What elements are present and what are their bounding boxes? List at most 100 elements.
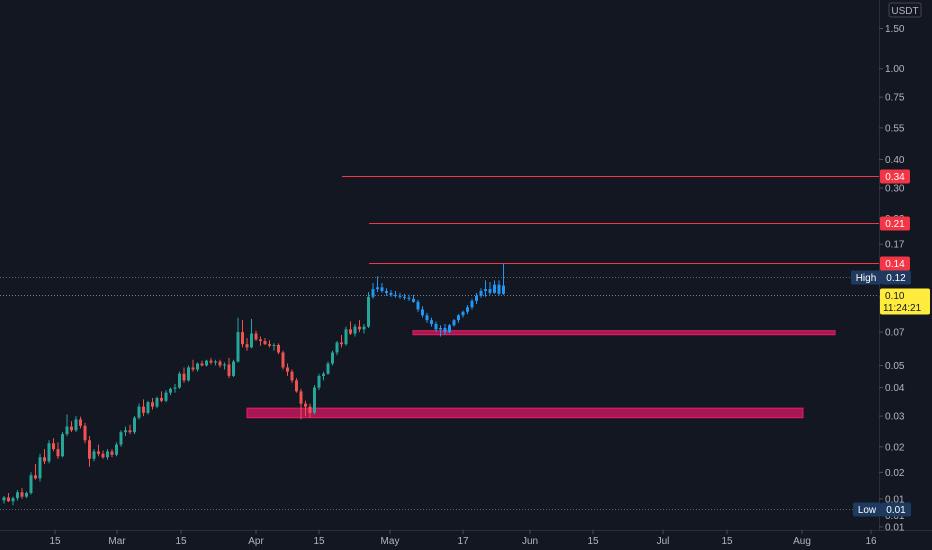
- candle-body[interactable]: [254, 333, 258, 340]
- candle-body[interactable]: [322, 373, 325, 376]
- candle-body[interactable]: [344, 329, 348, 345]
- candle-body[interactable]: [259, 339, 262, 342]
- candle-body[interactable]: [398, 295, 402, 297]
- support-zones[interactable]: [246, 330, 836, 419]
- candle-body[interactable]: [385, 291, 388, 293]
- candle-body[interactable]: [52, 443, 55, 450]
- candle-body[interactable]: [218, 361, 222, 366]
- candle-body[interactable]: [11, 498, 15, 502]
- candle-body[interactable]: [299, 391, 303, 404]
- candle-body[interactable]: [367, 296, 370, 327]
- candle-body[interactable]: [421, 309, 424, 316]
- candle-body[interactable]: [443, 327, 447, 333]
- candle-body[interactable]: [493, 284, 496, 293]
- candle-body[interactable]: [457, 315, 460, 321]
- candle-body[interactable]: [371, 289, 375, 297]
- candle-body[interactable]: [83, 425, 87, 441]
- candle-body[interactable]: [475, 295, 478, 301]
- candle-body[interactable]: [268, 344, 271, 346]
- candle-body[interactable]: [92, 451, 96, 459]
- candle-body[interactable]: [209, 360, 213, 363]
- candle-body[interactable]: [389, 292, 393, 295]
- candle-body[interactable]: [466, 307, 469, 312]
- candle-body[interactable]: [425, 315, 429, 321]
- candle-body[interactable]: [25, 493, 28, 497]
- support-zone[interactable]: [412, 330, 836, 336]
- candle-body[interactable]: [232, 361, 235, 376]
- candle-body[interactable]: [182, 373, 186, 381]
- candle-body[interactable]: [178, 373, 181, 388]
- candle-body[interactable]: [497, 284, 501, 294]
- candle-body[interactable]: [349, 329, 352, 334]
- candle-body[interactable]: [119, 432, 123, 445]
- candle-body[interactable]: [308, 406, 312, 413]
- candle-body[interactable]: [227, 364, 231, 376]
- candle-body[interactable]: [313, 387, 316, 413]
- candle-body[interactable]: [281, 352, 285, 368]
- candle-body[interactable]: [70, 426, 73, 431]
- candle-body[interactable]: [214, 361, 217, 363]
- candle-body[interactable]: [326, 363, 330, 374]
- candle-body[interactable]: [20, 492, 24, 497]
- candle-body[interactable]: [277, 344, 280, 353]
- support-zone[interactable]: [246, 407, 804, 419]
- candle-body[interactable]: [151, 402, 154, 407]
- candle-body[interactable]: [164, 392, 168, 401]
- candle-body[interactable]: [133, 417, 136, 433]
- candle-body[interactable]: [394, 294, 397, 296]
- candle-body[interactable]: [106, 451, 109, 458]
- candle-body[interactable]: [403, 296, 406, 298]
- candle-body[interactable]: [263, 341, 267, 345]
- candle-body[interactable]: [137, 406, 141, 418]
- candle-body[interactable]: [56, 449, 60, 457]
- candle-body[interactable]: [236, 332, 240, 362]
- candle-body[interactable]: [196, 363, 199, 370]
- candle-body[interactable]: [115, 444, 118, 455]
- candle-body[interactable]: [16, 492, 19, 499]
- candle-body[interactable]: [61, 434, 64, 457]
- candle-body[interactable]: [187, 367, 190, 381]
- candle-body[interactable]: [434, 323, 438, 330]
- candle-body[interactable]: [376, 287, 379, 290]
- candle-body[interactable]: [173, 387, 177, 389]
- candle-body[interactable]: [317, 375, 321, 388]
- candle-body[interactable]: [38, 457, 42, 479]
- candle-body[interactable]: [479, 291, 483, 296]
- candle-body[interactable]: [88, 440, 91, 459]
- candle-body[interactable]: [335, 342, 339, 353]
- candle-body[interactable]: [461, 311, 465, 316]
- candle-body[interactable]: [448, 325, 451, 333]
- candle-body[interactable]: [331, 352, 334, 364]
- time-axis[interactable]: 15 Mar 15 Apr 15 May 17 Jun 15 Jul 15 Aug 16: [49, 530, 877, 547]
- candle-body[interactable]: [124, 430, 127, 433]
- candle-body[interactable]: [340, 342, 343, 345]
- candle-body[interactable]: [430, 320, 433, 324]
- candle-body[interactable]: [358, 326, 361, 330]
- candle-body[interactable]: [295, 380, 298, 392]
- candle-body[interactable]: [362, 326, 366, 330]
- candle-body[interactable]: [169, 388, 172, 393]
- candle-body[interactable]: [439, 327, 442, 330]
- candle-body[interactable]: [272, 344, 276, 346]
- candle-body[interactable]: [223, 364, 226, 366]
- candle-body[interactable]: [110, 451, 114, 455]
- candle-body[interactable]: [304, 403, 307, 407]
- candle-body[interactable]: [97, 451, 100, 454]
- candle-body[interactable]: [155, 398, 159, 407]
- candlestick-series[interactable]: [2, 263, 506, 506]
- candle-body[interactable]: [407, 297, 411, 299]
- candle-body[interactable]: [416, 301, 420, 310]
- candle-body[interactable]: [205, 360, 208, 366]
- candle-body[interactable]: [128, 430, 132, 433]
- currency-label[interactable]: USDT: [888, 2, 922, 18]
- candle-body[interactable]: [191, 367, 195, 370]
- candle-body[interactable]: [34, 475, 37, 479]
- candle-body[interactable]: [241, 332, 244, 345]
- candle-body[interactable]: [43, 457, 46, 462]
- candle-body[interactable]: [65, 426, 69, 435]
- candle-body[interactable]: [2, 497, 6, 501]
- candle-body[interactable]: [452, 320, 456, 326]
- candle-body[interactable]: [74, 419, 78, 431]
- candle-body[interactable]: [7, 497, 10, 502]
